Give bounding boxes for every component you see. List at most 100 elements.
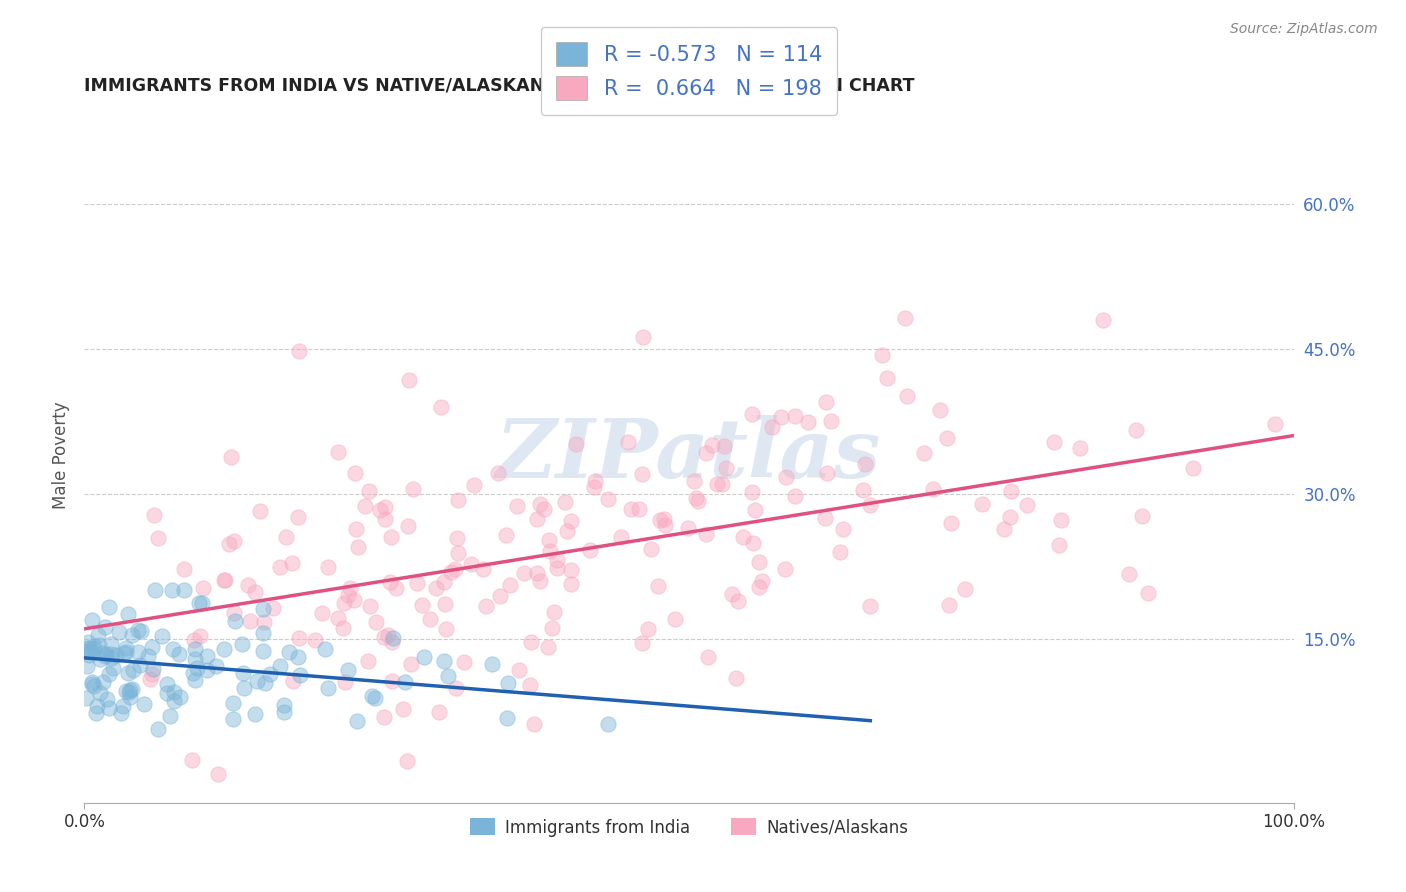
Natives/Alaskans	[585, 474, 607, 488]
Immigrants from India	[163, 694, 186, 708]
Immigrants from India	[114, 684, 136, 698]
Natives/Alaskans	[381, 673, 404, 688]
Immigrants from India	[495, 711, 517, 725]
Legend: Immigrants from India, Natives/Alaskans: Immigrants from India, Natives/Alaskans	[463, 812, 915, 843]
Natives/Alaskans	[236, 578, 259, 592]
Immigrants from India	[146, 722, 169, 736]
Immigrants from India	[100, 651, 122, 665]
Immigrants from India	[169, 690, 191, 704]
Immigrants from India	[127, 645, 149, 659]
Natives/Alaskans	[617, 435, 640, 450]
Natives/Alaskans	[938, 598, 960, 612]
Immigrants from India	[112, 646, 135, 660]
Natives/Alaskans	[894, 311, 917, 326]
Immigrants from India	[89, 685, 111, 699]
Natives/Alaskans	[647, 578, 669, 592]
Text: IMMIGRANTS FROM INDIA VS NATIVE/ALASKAN MALE POVERTY CORRELATION CHART: IMMIGRANTS FROM INDIA VS NATIVE/ALASKAN …	[84, 77, 915, 95]
Immigrants from India	[195, 663, 218, 677]
Immigrants from India	[181, 666, 204, 681]
Natives/Alaskans	[695, 526, 717, 541]
Natives/Alaskans	[785, 489, 807, 503]
Immigrants from India	[104, 648, 127, 662]
Immigrants from India	[337, 663, 360, 677]
Natives/Alaskans	[676, 521, 699, 535]
Immigrants from India	[80, 675, 103, 690]
Natives/Alaskans	[596, 491, 619, 506]
Immigrants from India	[118, 684, 141, 698]
Natives/Alaskans	[631, 635, 654, 649]
Natives/Alaskans	[446, 531, 468, 545]
Natives/Alaskans	[354, 499, 377, 513]
Natives/Alaskans	[814, 510, 837, 524]
Natives/Alaskans	[359, 599, 381, 613]
Natives/Alaskans	[433, 575, 456, 590]
Natives/Alaskans	[214, 573, 236, 587]
Natives/Alaskans	[377, 628, 399, 642]
Natives/Alaskans	[620, 501, 643, 516]
Natives/Alaskans	[538, 543, 561, 558]
Natives/Alaskans	[533, 502, 555, 516]
Natives/Alaskans	[381, 635, 404, 649]
Immigrants from India	[598, 717, 620, 731]
Y-axis label: Male Poverty: Male Poverty	[52, 401, 70, 508]
Immigrants from India	[141, 640, 163, 654]
Natives/Alaskans	[343, 593, 366, 607]
Natives/Alaskans	[775, 562, 797, 576]
Natives/Alaskans	[565, 436, 588, 450]
Immigrants from India	[79, 642, 101, 657]
Natives/Alaskans	[696, 650, 718, 665]
Natives/Alaskans	[695, 446, 717, 460]
Immigrants from India	[361, 689, 384, 703]
Immigrants from India	[94, 620, 117, 634]
Natives/Alaskans	[814, 395, 837, 409]
Immigrants from India	[187, 596, 209, 610]
Natives/Alaskans	[453, 656, 475, 670]
Immigrants from India	[231, 666, 253, 681]
Immigrants from India	[79, 641, 101, 656]
Natives/Alaskans	[434, 597, 457, 611]
Natives/Alaskans	[664, 612, 686, 626]
Immigrants from India	[277, 645, 299, 659]
Natives/Alaskans	[224, 606, 246, 620]
Natives/Alaskans	[1264, 417, 1286, 432]
Immigrants from India	[83, 639, 105, 653]
Immigrants from India	[83, 641, 105, 656]
Natives/Alaskans	[498, 578, 520, 592]
Natives/Alaskans	[344, 523, 367, 537]
Immigrants from India	[91, 675, 114, 690]
Immigrants from India	[381, 632, 404, 646]
Natives/Alaskans	[447, 546, 470, 560]
Natives/Alaskans	[495, 528, 517, 542]
Natives/Alaskans	[486, 467, 509, 481]
Natives/Alaskans	[970, 497, 993, 511]
Immigrants from India	[129, 624, 152, 639]
Immigrants from India	[97, 667, 120, 681]
Immigrants from India	[94, 648, 117, 662]
Natives/Alaskans	[537, 640, 560, 655]
Natives/Alaskans	[419, 612, 441, 626]
Natives/Alaskans	[207, 767, 229, 781]
Natives/Alaskans	[141, 667, 163, 681]
Natives/Alaskans	[335, 675, 357, 690]
Natives/Alaskans	[631, 467, 654, 481]
Immigrants from India	[273, 698, 295, 712]
Natives/Alaskans	[922, 482, 945, 496]
Immigrants from India	[314, 642, 336, 657]
Natives/Alaskans	[326, 611, 349, 625]
Natives/Alaskans	[139, 672, 162, 686]
Natives/Alaskans	[399, 657, 422, 671]
Immigrants from India	[150, 629, 173, 643]
Natives/Alaskans	[373, 709, 395, 723]
Immigrants from India	[346, 714, 368, 729]
Natives/Alaskans	[287, 509, 309, 524]
Immigrants from India	[163, 685, 186, 699]
Natives/Alaskans	[180, 753, 202, 767]
Natives/Alaskans	[380, 575, 402, 590]
Natives/Alaskans	[546, 553, 568, 567]
Natives/Alaskans	[648, 512, 671, 526]
Natives/Alaskans	[858, 498, 880, 512]
Immigrants from India	[496, 676, 519, 690]
Immigrants from India	[94, 649, 117, 664]
Natives/Alaskans	[1182, 460, 1205, 475]
Natives/Alaskans	[529, 574, 551, 588]
